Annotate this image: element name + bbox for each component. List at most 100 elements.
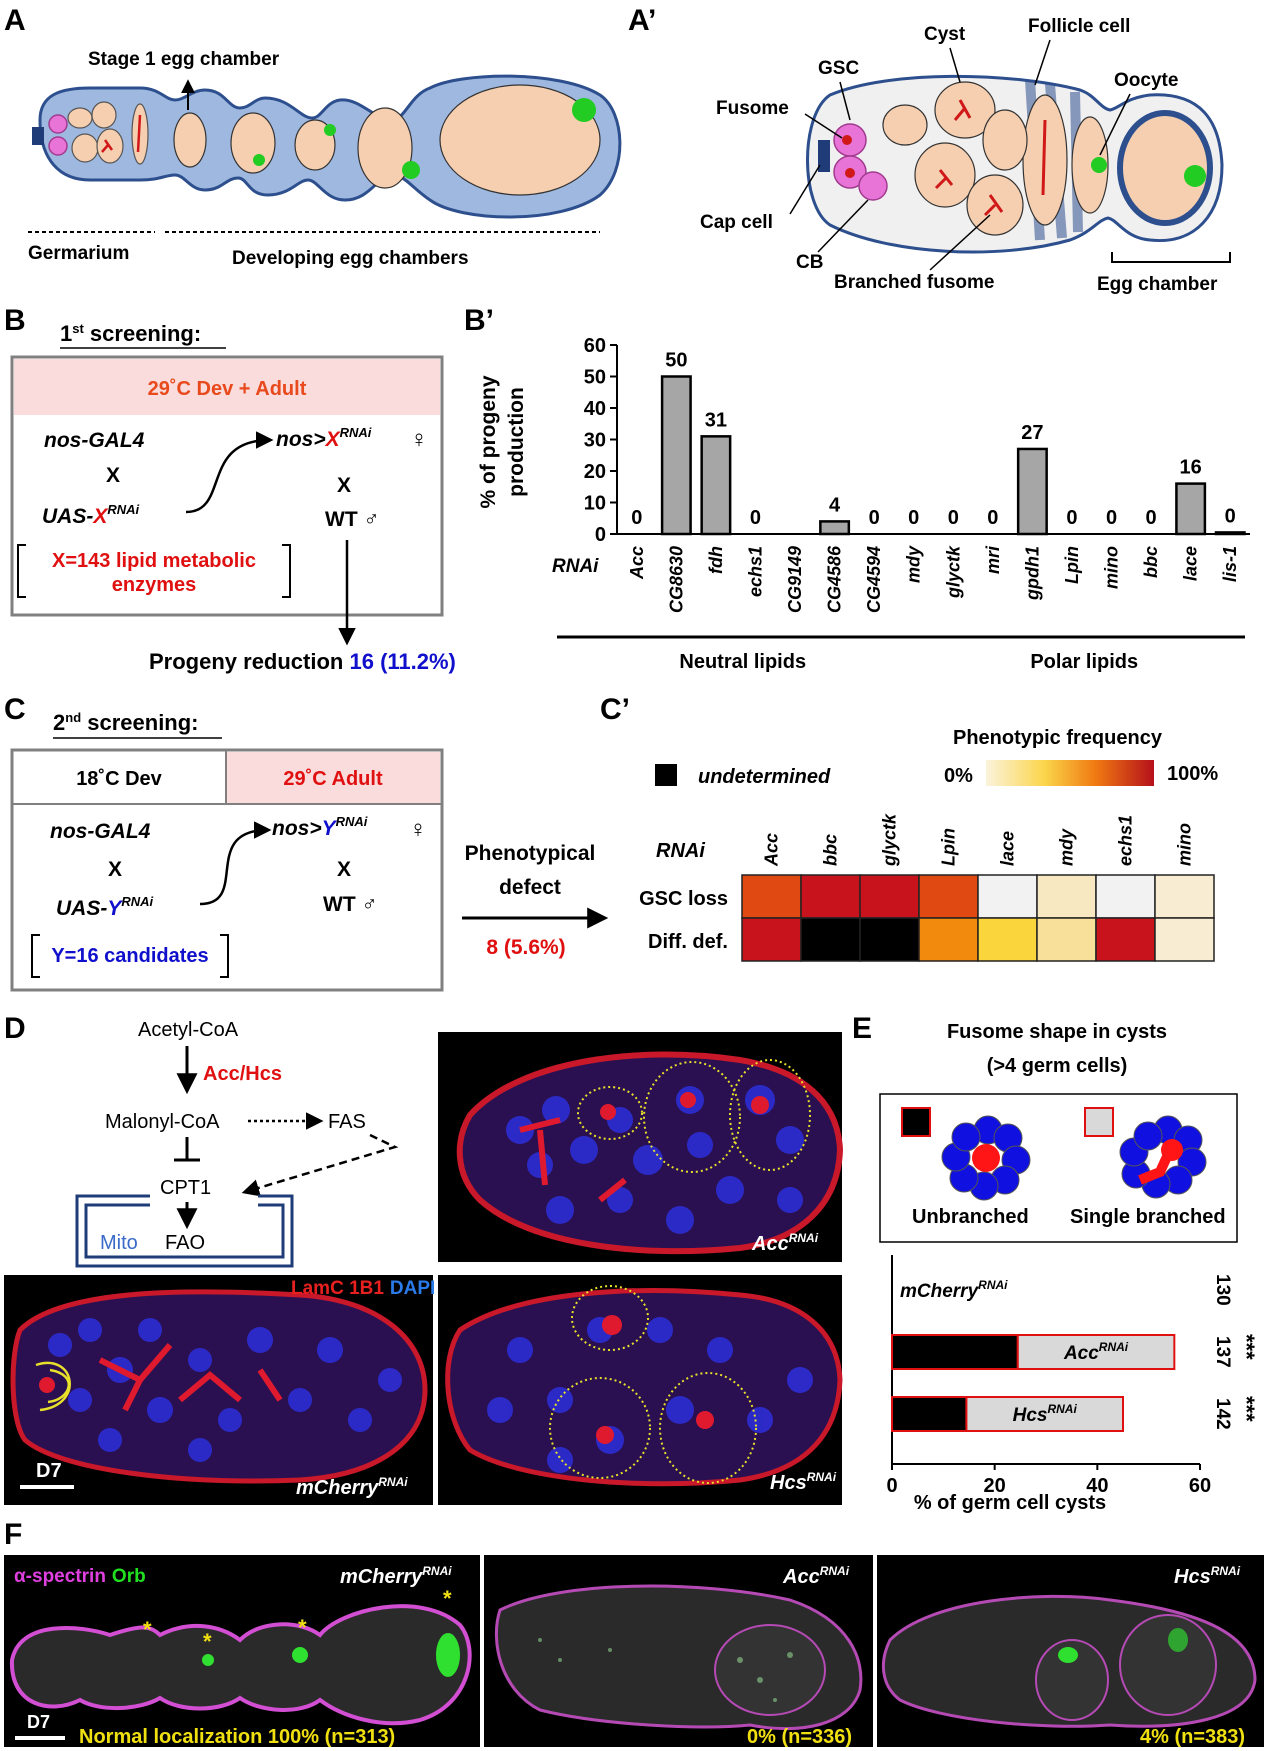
e-row-label: AccRNAi	[1063, 1340, 1129, 1364]
heatmap-cell	[800, 874, 861, 919]
e-n-label: 137	[1212, 1336, 1233, 1368]
dev-condition: 18˚C Dev	[76, 767, 162, 790]
cross2-x2: X	[337, 858, 351, 881]
defect-label-1: Phenotypical	[465, 842, 596, 865]
heatmap-cells: Acc bbc glyctk Lpin lace mdy echs1 mino GSC loss…	[639, 813, 1215, 962]
heatmap-cell	[1036, 874, 1097, 919]
y-tick-label: 40	[584, 398, 606, 420]
panel-b: B 1st screening: 29˚C Dev + Adult nos-GA…	[4, 304, 456, 674]
data-label: 4	[829, 494, 841, 516]
cpt1-label: CPT1	[160, 1177, 211, 1199]
egg-chamber	[439, 84, 601, 196]
y-tick-label: 20	[584, 461, 606, 483]
result-acc: 0% (n=336)	[747, 1726, 852, 1748]
e-xlabel: % of germ cell cysts	[914, 1492, 1106, 1514]
category-label: mri	[983, 545, 1003, 574]
panel-label-c-prime: C’	[600, 693, 630, 726]
e-significance: ***	[1234, 1396, 1259, 1422]
unbranched-cyst-illustration	[941, 1115, 1031, 1201]
heatmap-row-label: Diff. def.	[648, 931, 728, 953]
frequency-min: 0%	[944, 765, 973, 787]
bar-fdh	[700, 435, 732, 536]
micrograph-acc-rnai: AccRNAi	[438, 1032, 844, 1262]
data-label: 0	[1066, 507, 1077, 529]
lipid-groups: Neutral lipids Polar lipids	[557, 635, 1245, 673]
category-label: gpdh1	[1022, 546, 1042, 601]
micrograph-mcherry-rnai: LamC 1B1 DAPI D7 mCherryRNAi	[4, 1275, 435, 1505]
data-label: 0	[1146, 507, 1157, 529]
fusome-label: Fusome	[716, 98, 789, 119]
condition-band	[14, 359, 440, 415]
heatmap-cell	[1095, 874, 1156, 919]
undetermined-label: undetermined	[698, 766, 831, 788]
legend-single: Single branched	[1070, 1206, 1226, 1228]
data-label: 0	[750, 507, 761, 529]
stage1-label: Stage 1 egg chamber	[88, 49, 280, 70]
progeny-chart-bars: 0 Acc 50 CG8630 31 fdh 0 echs1 CG9149 4 CG4586 0 CG4…	[627, 350, 1246, 613]
screen1-title: 1st screening:	[60, 321, 201, 346]
micrograph-f-hcs: HcsRNAi 4% (n=383)	[877, 1555, 1264, 1748]
bar-CG4586	[819, 520, 851, 536]
y-tick-label: 60	[584, 335, 606, 357]
heatmap-cell	[918, 917, 979, 962]
category-label: fdh	[706, 546, 726, 574]
stain-legend-f: α-spectrin Orb	[14, 1566, 146, 1587]
frequency-title: Phenotypic frequency	[953, 727, 1163, 749]
heatmap-column-label: Lpin	[939, 828, 959, 866]
e-row-label: mCherryRNAi	[900, 1278, 1008, 1302]
category-label: mdy	[904, 545, 924, 583]
micrograph-f-acc: AccRNAi 0% (n=336)	[484, 1555, 873, 1748]
heatmap-column-label: mdy	[1057, 828, 1077, 866]
category-label: echs1	[745, 546, 765, 597]
category-label: Acc	[627, 546, 647, 580]
egg-chamber	[357, 107, 413, 189]
asterisk-3: *	[298, 1615, 307, 1640]
data-label: 0	[1106, 507, 1117, 529]
driver-label: nos-GAL4	[44, 429, 145, 452]
panel-label-b: B	[4, 304, 26, 337]
e-x-tick: 20	[984, 1475, 1006, 1497]
egg-chamber	[230, 112, 276, 174]
f-label-acc: AccRNAi	[782, 1564, 850, 1588]
gsc-cell	[48, 114, 68, 134]
set-label-2: enzymes	[112, 574, 197, 596]
e-title-1: Fusome shape in cysts	[947, 1021, 1167, 1043]
mitochondrion-outline	[75, 1194, 294, 1268]
hcs-image-label: HcsRNAi	[770, 1470, 837, 1494]
f-label-hcs: HcsRNAi	[1174, 1564, 1241, 1588]
oocyte	[253, 154, 265, 166]
fao-label: FAO	[165, 1232, 205, 1254]
panel-label-c: C	[4, 693, 26, 726]
follicle-label: Follicle cell	[1028, 16, 1130, 37]
mito-label: Mito	[100, 1232, 138, 1254]
egg-chamber-stage1	[173, 112, 207, 168]
heatmap-cell	[859, 917, 920, 962]
gsc-cell	[48, 136, 68, 156]
nos-label: nos>XRNAi	[276, 425, 372, 451]
day-label-d: D7	[36, 1460, 62, 1482]
frequency-max: 100%	[1167, 763, 1218, 785]
category-label: CG9149	[785, 546, 805, 613]
heatmap-cell	[800, 917, 861, 962]
e-x-tick: 40	[1086, 1475, 1108, 1497]
cross2-x: X	[108, 858, 122, 881]
developing-label: Developing egg chambers	[232, 248, 469, 269]
heatmap-row-label: GSC loss	[639, 888, 728, 910]
malonyl-label: Malonyl-CoA	[105, 1111, 220, 1133]
fusome	[136, 114, 142, 153]
nos2-label: nos>YRNAi	[272, 814, 368, 840]
panel-c-prime: C’ undetermined Phenotypic frequency 0% …	[600, 693, 1218, 962]
result-hcs: 4% (n=383)	[1140, 1726, 1245, 1748]
enzyme-label: Acc/Hcs	[203, 1063, 282, 1085]
capcell-label: Cap cell	[700, 212, 773, 233]
category-label: lis-1	[1220, 546, 1240, 582]
heatmap-column-label: echs1	[1116, 815, 1136, 866]
y-tick-label: 50	[584, 367, 606, 389]
data-label: 0	[631, 507, 642, 529]
y-tick-label: 0	[595, 524, 606, 546]
e-row-label: HcsRNAi	[1013, 1402, 1078, 1426]
heatmap-cell	[1154, 874, 1215, 919]
